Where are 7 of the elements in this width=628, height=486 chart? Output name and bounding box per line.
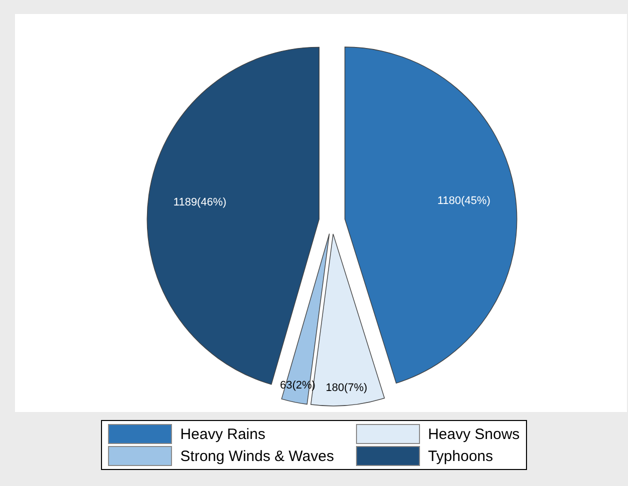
legend-label: Typhoons [428, 448, 494, 464]
data-label: 180(7%) [326, 382, 368, 394]
data-label: 1180(45%) [437, 194, 490, 207]
legend-label: Heavy Snows [428, 426, 520, 442]
legend-label: Strong Winds & Waves [180, 448, 334, 464]
legend-label: Heavy Rains [180, 426, 266, 442]
data-label: 1189(46%) [173, 196, 226, 208]
